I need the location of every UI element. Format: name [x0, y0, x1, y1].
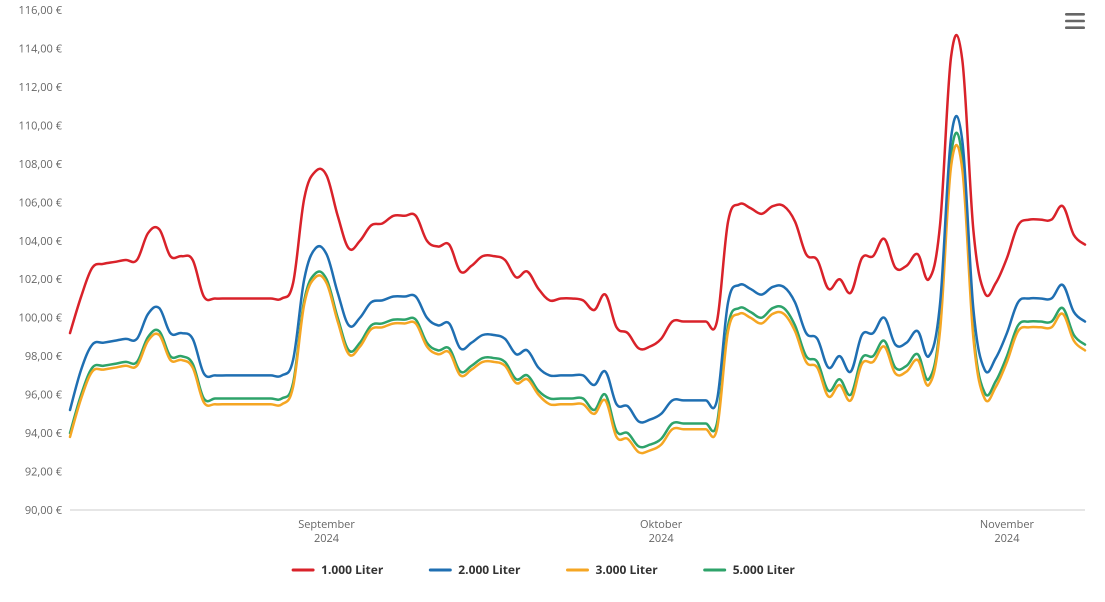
- legend-item[interactable]: 3.000 Liter: [568, 561, 659, 578]
- legend-item[interactable]: 5.000 Liter: [705, 561, 796, 578]
- x-tick-sublabel: 2024: [314, 531, 340, 546]
- series-line: [70, 35, 1085, 349]
- y-tick-label: 94,00 €: [25, 426, 63, 441]
- hamburger-icon: [1063, 10, 1087, 32]
- legend-item[interactable]: 1.000 Liter: [293, 561, 384, 578]
- legend-label: 1.000 Liter: [321, 561, 384, 578]
- series-line: [70, 133, 1085, 448]
- x-tick-label: Oktober: [640, 517, 683, 532]
- chart-svg: 90,00 € 92,00 € 94,00 € 96,00 € 98,00 € 100,0…: [0, 0, 1105, 602]
- y-tick-label: 104,00 €: [19, 234, 63, 249]
- x-tick-sublabel: 2024: [994, 531, 1020, 546]
- y-tick-label: 110,00 €: [19, 118, 63, 133]
- y-tick-label: 116,00 €: [19, 3, 63, 18]
- y-tick-label: 98,00 €: [25, 349, 63, 364]
- y-tick-label: 100,00 €: [19, 311, 63, 326]
- y-tick-label: 106,00 €: [19, 195, 63, 210]
- y-tick-label: 96,00 €: [25, 388, 63, 403]
- y-tick-label: 114,00 €: [19, 41, 63, 56]
- x-tick-sublabel: 2024: [649, 531, 675, 546]
- legend-label: 3.000 Liter: [596, 561, 659, 578]
- y-tick-label: 112,00 €: [19, 80, 63, 95]
- legend-item[interactable]: 2.000 Liter: [430, 561, 521, 578]
- legend-label: 2.000 Liter: [458, 561, 521, 578]
- chart-menu-button[interactable]: [1063, 10, 1087, 32]
- price-chart: 90,00 € 92,00 € 94,00 € 96,00 € 98,00 € 100,0…: [0, 0, 1105, 602]
- y-tick-label: 102,00 €: [19, 272, 63, 287]
- y-tick-label: 108,00 €: [19, 157, 63, 172]
- x-tick-label: September: [298, 517, 355, 532]
- x-tick-label: November: [980, 517, 1035, 532]
- y-tick-label: 90,00 €: [25, 503, 63, 518]
- legend-label: 5.000 Liter: [733, 561, 796, 578]
- y-tick-label: 92,00 €: [25, 465, 63, 480]
